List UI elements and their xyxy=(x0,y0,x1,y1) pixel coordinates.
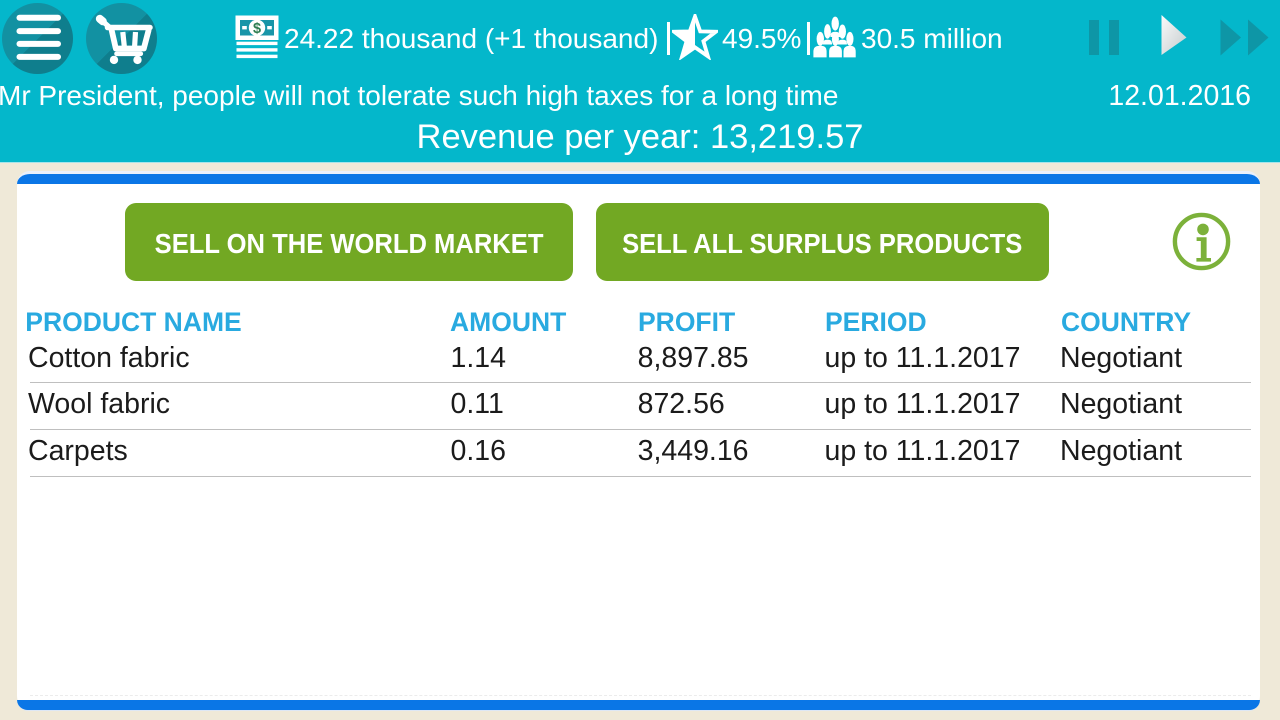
svg-text:$: $ xyxy=(253,21,261,37)
